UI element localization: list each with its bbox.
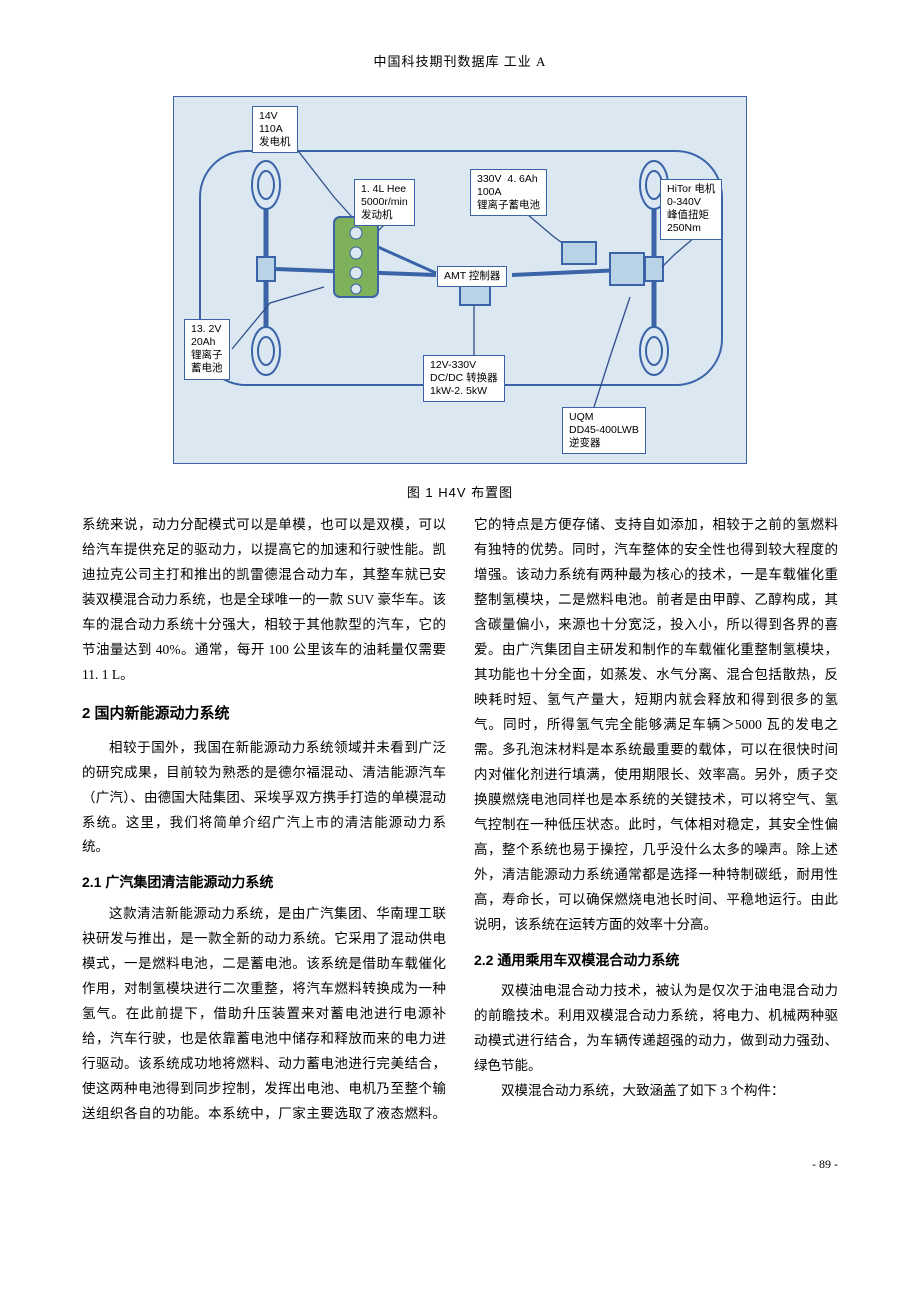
paragraph: 相较于国外，我国在新能源动力系统领域并未看到广泛的研究成果，目前较为熟悉的是德尔…: [82, 736, 446, 861]
label-amt: AMT 控制器: [437, 266, 507, 287]
label-hv-battery: 330V 4. 6Ah 100A 锂离子蓄电池: [470, 169, 547, 216]
label-hitor-motor: HiTor 电机 0-340V 峰值扭矩 250Nm: [660, 179, 722, 240]
figure-h4v-layout: 14V 110A 发电机 13. 2V 20Ah 锂离子 蓄电池 1. 4L H…: [82, 96, 838, 505]
paragraph: 双模油电混合动力技术，被认为是仅次于油电混合动力的前瞻技术。利用双模混合动力系统…: [474, 979, 838, 1079]
label-alternator: 14V 110A 发电机: [252, 106, 298, 153]
label-dcdc: 12V-330V DC/DC 转换器 1kW-2. 5kW: [423, 355, 505, 402]
figure-caption: 图 1 H4V 布置图: [82, 481, 838, 505]
heading-2: 2 国内新能源动力系统: [82, 700, 446, 728]
diagram-canvas: 14V 110A 发电机 13. 2V 20Ah 锂离子 蓄电池 1. 4L H…: [173, 96, 747, 464]
body-columns: 系统来说，动力分配模式可以是单模，也可以是双模，可以给汽车提供充足的驱动力，以提…: [82, 513, 838, 1127]
label-aux-battery: 13. 2V 20Ah 锂离子 蓄电池: [184, 319, 230, 380]
label-engine: 1. 4L Hee 5000r/min 发动机: [354, 179, 415, 226]
heading-3: 2.2 通用乘用车双模混合动力系统: [474, 948, 838, 974]
page-number: - 89 -: [82, 1153, 838, 1175]
heading-3: 2.1 广汽集团清洁能源动力系统: [82, 870, 446, 896]
paragraph: 双模混合动力系统，大致涵盖了如下 3 个构件：: [474, 1079, 838, 1104]
label-inverter: UQM DD45-400LWB 逆变器: [562, 407, 646, 454]
page-header: 中国科技期刊数据库 工业 A: [82, 50, 838, 74]
paragraph: 系统来说，动力分配模式可以是单模，也可以是双模，可以给汽车提供充足的驱动力，以提…: [82, 513, 446, 688]
